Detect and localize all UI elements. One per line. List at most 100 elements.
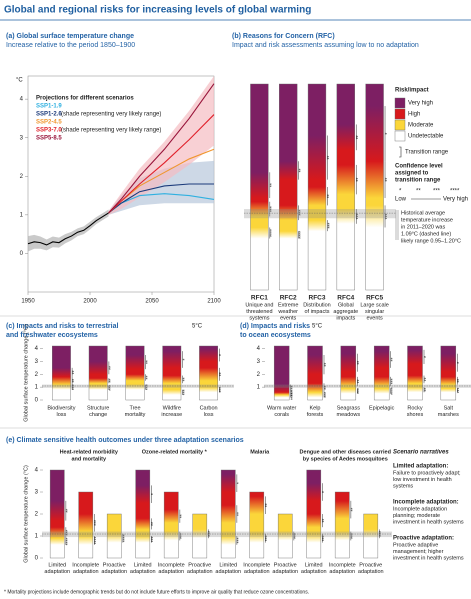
legend-entry: Very high <box>408 101 433 107</box>
legend-note: (shade representing very likely range) <box>61 128 161 134</box>
y-tick-label: 1 <box>257 385 261 391</box>
confidence: *** <box>379 531 385 537</box>
confidence: ** <box>327 194 333 198</box>
ember-code: RFC2 <box>280 295 297 302</box>
ember-label: impacts <box>336 315 355 321</box>
ember-label: increase <box>161 412 182 418</box>
ember <box>49 469 65 559</box>
ember <box>277 513 293 559</box>
ember-label: Limited <box>48 562 66 568</box>
confidence: ** <box>322 519 328 523</box>
panel-subtitle: Impact and risk assessments assuming low… <box>232 42 419 49</box>
series-line <box>27 212 109 246</box>
legend-entry: SSP1-2.6 <box>36 112 62 118</box>
ember-label: Limited <box>305 562 323 568</box>
historical-note: likely range 0.95–1.20°C <box>401 238 461 244</box>
ember-label: of impacts <box>304 309 329 315</box>
confidence: * <box>182 358 188 360</box>
confidence: *** <box>290 391 296 397</box>
confidence: * <box>424 356 430 358</box>
narrative-title: Incomplete adaptation: <box>393 500 459 506</box>
confidence: * <box>385 133 391 135</box>
range-band <box>108 160 214 215</box>
ember-label: events <box>366 315 382 321</box>
ember-label: Epipelagic <box>369 405 395 411</box>
ember-label: change <box>89 412 107 418</box>
ember-label: Seagrass <box>337 405 360 411</box>
confidence: * <box>237 482 243 484</box>
y-tick-label: 2 <box>257 372 261 378</box>
ember-label: Incomplete <box>72 562 99 568</box>
ember-label: forests <box>307 412 324 418</box>
y-tick-label: 3 <box>257 359 261 365</box>
legend-title: Confidence level <box>395 164 443 170</box>
ember-label: adaptation <box>101 569 127 575</box>
y-tick-label: 3 <box>20 135 24 141</box>
confidence: ** <box>72 370 78 374</box>
panel-title: and freshwater ecosystems <box>6 332 98 339</box>
x-tick-label: 2050 <box>145 299 159 305</box>
ember <box>88 345 108 401</box>
ember-code: RFC1 <box>251 295 268 302</box>
confidence: *** <box>182 389 188 395</box>
ember-label: Unique and <box>245 302 273 308</box>
range-band <box>108 76 214 215</box>
ember-label: adaptation <box>358 569 384 575</box>
legend-entry: Transition range <box>405 150 449 156</box>
narrative-text: planning; moderate <box>393 513 440 519</box>
ember <box>340 345 357 401</box>
x-tick-label: 1950 <box>21 299 35 305</box>
ember-label: Incomplete <box>158 562 185 568</box>
confidence: *** <box>270 206 276 212</box>
confidence: ** <box>270 183 276 187</box>
ember <box>373 345 390 401</box>
legend-entry: High <box>408 112 420 118</box>
ember <box>365 83 384 291</box>
ember <box>220 469 236 559</box>
page-title: Global and regional risks for increasing… <box>4 5 311 16</box>
ember <box>135 469 151 559</box>
confidence: ** <box>327 156 333 160</box>
x-tick-label: 2000 <box>83 299 97 305</box>
ember-label: Structure <box>87 405 109 411</box>
confidence: ** <box>237 512 243 516</box>
historical-band <box>42 531 392 538</box>
ember-label: Salt <box>444 405 454 411</box>
confidence: *** <box>151 536 157 542</box>
y-tick-label: 2 <box>35 512 39 518</box>
y-tick-label: 0 <box>35 556 39 562</box>
confidence: ** <box>356 178 362 182</box>
legend-swatch <box>394 108 406 120</box>
y-tick-label: 4 <box>35 346 39 352</box>
y-tick-label: 0 <box>35 398 39 404</box>
ember-label: Biodiversity <box>47 405 75 411</box>
historical-icon <box>395 210 399 240</box>
y-tick-label: 1 <box>20 212 24 218</box>
y-tick-label: 1 <box>35 385 39 391</box>
ember-label: adaptation <box>44 569 70 575</box>
confidence: *** <box>390 378 396 384</box>
narrative-text: management; higher <box>393 549 444 555</box>
confidence: ** <box>351 508 357 512</box>
ember-label: Large scale <box>360 302 388 308</box>
confidence: ** <box>457 379 463 383</box>
legend-entry: SSP3-7.0 <box>36 128 62 134</box>
confidence: *** <box>385 213 391 219</box>
ember-label: singular <box>365 309 384 315</box>
ember <box>336 83 355 291</box>
ember-label: Global <box>338 302 354 308</box>
ember-label: adaptation <box>187 569 213 575</box>
confidence: *** <box>219 387 225 393</box>
confidence: *** <box>351 533 357 539</box>
ember-label: adaptation <box>130 569 156 575</box>
narrative-text: Proactive adaptive <box>393 542 438 548</box>
confidence: ** <box>298 168 304 172</box>
ember-label: Distribution <box>303 302 331 308</box>
legend-entry: SSP5-8.5 <box>36 136 62 142</box>
ember <box>440 345 457 401</box>
narrative-text: Failure to proactively adapt; <box>393 470 461 476</box>
ember-label: events <box>280 315 296 321</box>
ember <box>273 345 290 401</box>
ember-label: shores <box>407 412 424 418</box>
